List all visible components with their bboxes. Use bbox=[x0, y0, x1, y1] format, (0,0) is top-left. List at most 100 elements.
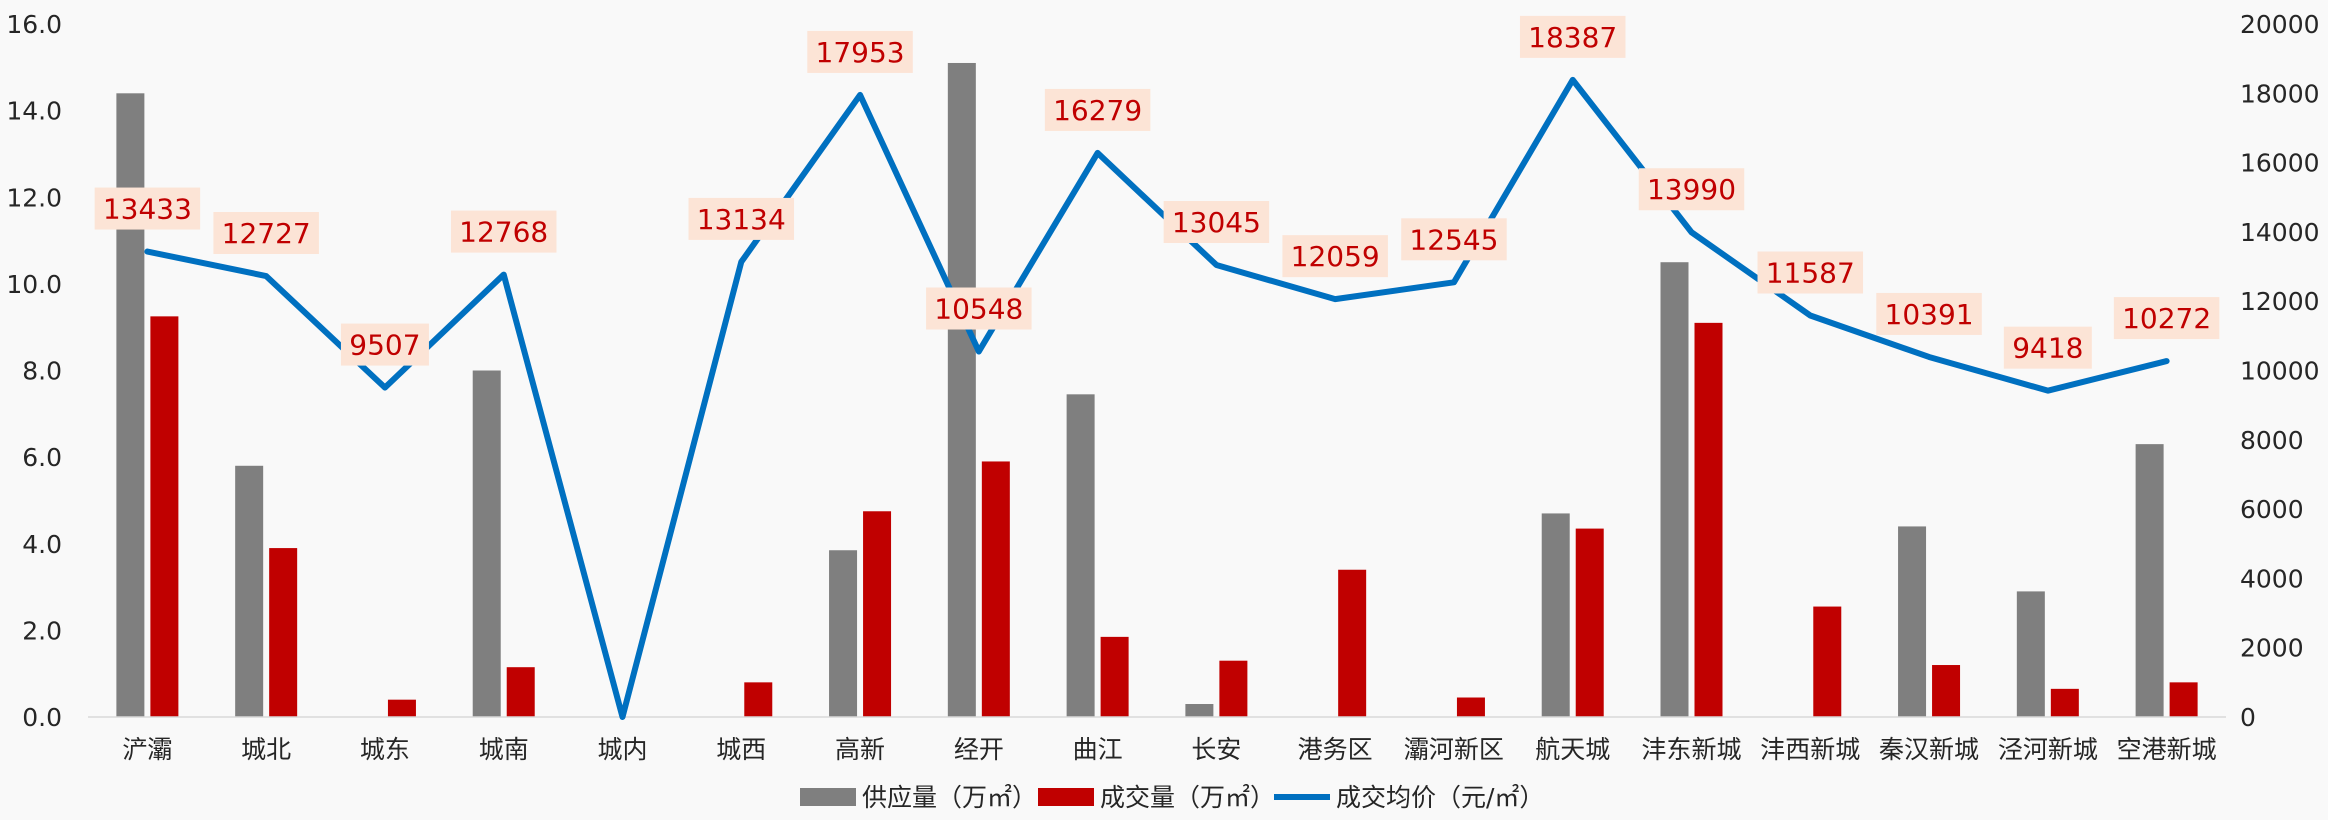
bar-supply bbox=[116, 93, 145, 718]
y-right-tick-label: 0 bbox=[2240, 703, 2256, 732]
data-label: 16279 bbox=[1053, 94, 1142, 127]
y-left-tick-label: 12.0 bbox=[6, 183, 62, 212]
x-tick-label: 灞河新区 bbox=[1404, 735, 1504, 764]
y-right-tick-label: 6000 bbox=[2240, 495, 2304, 524]
data-label-box bbox=[1757, 251, 1864, 294]
x-tick-label: 城西 bbox=[716, 735, 766, 764]
y-right-tick-label: 8000 bbox=[2240, 426, 2304, 455]
bar-supply bbox=[947, 62, 976, 717]
data-label-box bbox=[688, 197, 795, 240]
legend: 供应量（万㎡） 成交量（万㎡） 成交均价（元/㎡） bbox=[800, 783, 1544, 812]
bar-supply bbox=[235, 465, 264, 717]
bar-deal bbox=[2050, 688, 2079, 717]
x-tick-label: 港务区 bbox=[1298, 735, 1373, 764]
bar-deal bbox=[744, 682, 773, 717]
data-label-box bbox=[1163, 200, 1270, 243]
y-right-tick-label: 2000 bbox=[2240, 634, 2304, 663]
bar-supply bbox=[472, 370, 501, 717]
bar-deal bbox=[863, 511, 892, 717]
bar-supply bbox=[1185, 704, 1214, 717]
data-label: 18387 bbox=[1528, 21, 1617, 54]
x-tick-label: 浐灞 bbox=[122, 735, 172, 764]
x-tick-label: 长安 bbox=[1191, 735, 1241, 764]
bar-deal bbox=[981, 461, 1010, 717]
bar-deal bbox=[1694, 322, 1723, 717]
y-right-tick-label: 20000 bbox=[2240, 10, 2320, 39]
data-label: 13990 bbox=[1647, 173, 1736, 206]
data-label-box bbox=[2003, 326, 2092, 369]
legend-label: 供应量（万㎡） bbox=[862, 783, 1037, 812]
x-tick-label: 经开 bbox=[954, 735, 1004, 764]
data-label: 10391 bbox=[1885, 298, 1974, 331]
bar-deal bbox=[1932, 665, 1961, 717]
price-line-series bbox=[144, 76, 2170, 720]
bar-supply bbox=[2016, 591, 2045, 717]
data-label-box bbox=[1876, 292, 1982, 335]
data-label-box bbox=[1519, 15, 1626, 58]
x-tick-label: 城东 bbox=[360, 735, 410, 764]
x-tick-label: 沣西新城 bbox=[1760, 735, 1860, 764]
y-right-tick-label: 4000 bbox=[2240, 564, 2304, 593]
data-label-box bbox=[1401, 218, 1507, 261]
data-label: 10548 bbox=[934, 293, 1023, 326]
data-label: 10272 bbox=[2122, 302, 2211, 335]
data-label: 12545 bbox=[1409, 223, 1498, 256]
x-tick-label: 曲江 bbox=[1073, 735, 1123, 764]
bar-deal bbox=[506, 667, 535, 717]
y-left-tick-label: 8.0 bbox=[22, 357, 62, 386]
bar-deal bbox=[1100, 636, 1129, 717]
data-label: 13134 bbox=[697, 203, 786, 236]
data-label-box bbox=[2113, 297, 2220, 340]
data-label: 13433 bbox=[103, 193, 192, 226]
bar-series bbox=[116, 62, 2198, 718]
y-left-tick-label: 14.0 bbox=[6, 97, 62, 126]
bar-deal bbox=[387, 699, 416, 717]
y-left-tick-label: 4.0 bbox=[22, 530, 62, 559]
price-data-labels: 13433 12727 9507 12768 13134 17953 10548 16279 1… bbox=[94, 15, 2220, 369]
y-left-tick-label: 2.0 bbox=[22, 616, 62, 645]
price-line bbox=[144, 76, 2170, 720]
legend-label: 成交量（万㎡） bbox=[1100, 783, 1275, 812]
x-tick-label: 城南 bbox=[479, 735, 529, 764]
bar-supply bbox=[2135, 444, 2164, 717]
data-label: 12727 bbox=[222, 217, 311, 250]
x-tick-label: 高新 bbox=[835, 735, 885, 764]
x-tick-label: 空港新城 bbox=[2117, 735, 2217, 764]
y-right-axis: 0 2000 4000 6000 8000 10000 12000 14000 16000 180… bbox=[2240, 10, 2320, 732]
bar-deal bbox=[1219, 660, 1248, 717]
y-left-tick-label: 10.0 bbox=[6, 270, 62, 299]
x-tick-label: 城北 bbox=[241, 735, 291, 764]
data-label-box bbox=[213, 212, 319, 255]
x-tick-label: 航天城 bbox=[1535, 735, 1610, 764]
data-label-box bbox=[94, 187, 201, 230]
bar-deal bbox=[150, 316, 179, 717]
data-label: 9507 bbox=[349, 329, 420, 362]
data-label-box bbox=[807, 30, 913, 73]
bar-deal bbox=[1813, 606, 1842, 717]
data-label: 17953 bbox=[816, 36, 905, 69]
bar-supply bbox=[1898, 526, 1927, 717]
y-left-tick-label: 0.0 bbox=[22, 703, 62, 732]
bar-supply bbox=[829, 550, 858, 717]
data-label-box bbox=[1282, 235, 1388, 278]
y-right-tick-label: 14000 bbox=[2240, 218, 2320, 247]
bar-supply bbox=[1660, 262, 1689, 717]
x-tick-label: 泾河新城 bbox=[1998, 735, 2098, 764]
data-label-box bbox=[340, 323, 429, 366]
y-left-axis: 0.0 2.0 4.0 6.0 8.0 10.0 12.0 14.0 16.0 bbox=[6, 10, 62, 732]
x-tick-label: 沣东新城 bbox=[1641, 735, 1741, 764]
data-label: 9418 bbox=[2012, 332, 2083, 365]
y-right-tick-label: 12000 bbox=[2240, 287, 2320, 316]
y-right-tick-label: 18000 bbox=[2240, 79, 2320, 108]
data-label: 11587 bbox=[1766, 257, 1855, 290]
bar-deal bbox=[269, 548, 298, 717]
y-left-tick-label: 6.0 bbox=[22, 443, 62, 472]
x-tick-label: 城内 bbox=[597, 735, 647, 764]
bar-supply bbox=[1066, 394, 1095, 717]
y-right-tick-label: 10000 bbox=[2240, 357, 2320, 386]
bar-supply bbox=[1541, 513, 1570, 717]
bar-deal bbox=[1338, 569, 1367, 717]
data-label-box bbox=[1044, 88, 1151, 131]
x-axis: 浐灞 城北 城东 城南 城内 城西 高新 经开 曲江 长安 港务区 灞河新区 航天城 沣东新城 沣西新城 秦汉… bbox=[122, 735, 2216, 764]
bar-deal bbox=[1456, 697, 1485, 717]
